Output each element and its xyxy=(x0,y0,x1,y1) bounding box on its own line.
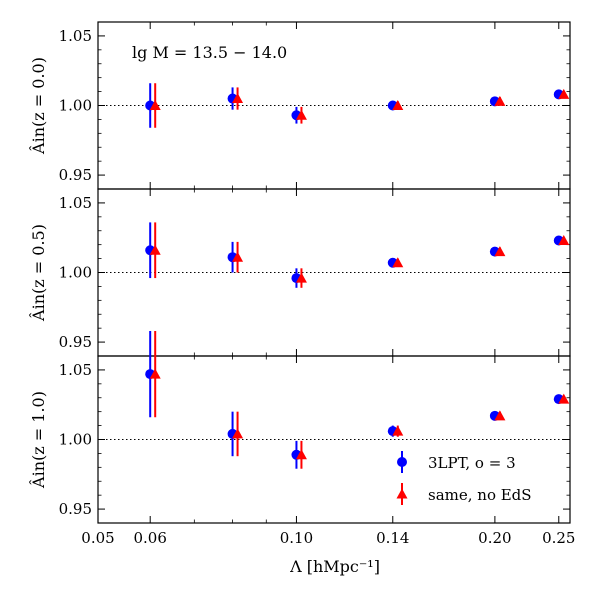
data-point-no-eds xyxy=(232,251,244,262)
y-tick-label: 0.95 xyxy=(59,166,92,184)
data-point-no-eds xyxy=(494,410,506,421)
y-tick-label: 1.00 xyxy=(59,264,92,282)
x-tick-label: 0.06 xyxy=(133,529,166,547)
legend-label-3lpt: 3LPT, o = 3 xyxy=(428,454,516,472)
y-tick-label: 1.00 xyxy=(59,97,92,115)
data-point-no-eds xyxy=(392,100,404,110)
panel-2: 0.95 1.00 1.05 Âin(z = 1.0) xyxy=(28,330,571,524)
data-point-no-eds xyxy=(149,100,161,110)
data-point-no-eds xyxy=(295,109,307,120)
panel-0: 0.95 1.00 1.05 Âin(z = 0.0) xyxy=(28,21,571,190)
data-point-no-eds xyxy=(558,88,570,99)
data-point-no-eds xyxy=(295,272,307,283)
panels: 0.95 1.00 1.05 Âin(z = 0.0) 0.95 1.00 1.05 Âin(… xyxy=(28,21,575,547)
data-point-no-eds xyxy=(558,234,570,245)
legend-marker-3lpt xyxy=(397,451,407,473)
y-tick-label: 0.95 xyxy=(59,333,92,351)
panel-1: 0.95 1.00 1.05 Âin(z = 0.5) xyxy=(28,188,571,357)
y-tick-label: 1.05 xyxy=(59,194,92,212)
y-tick-label: 0.95 xyxy=(59,500,92,518)
y-axis-label-0: Âin(z = 0.0) xyxy=(28,57,48,155)
data-point-no-eds xyxy=(232,93,244,104)
legend-label-no-eds: same, no EdS xyxy=(428,486,532,504)
data-point-no-eds xyxy=(232,428,244,439)
y-tick-label: 1.00 xyxy=(59,431,92,449)
x-tick-label: 0.10 xyxy=(280,529,313,547)
data-point-no-eds xyxy=(558,393,570,404)
x-tick-label: 0.14 xyxy=(376,529,409,547)
data-point-no-eds xyxy=(149,368,161,379)
data-point-no-eds xyxy=(392,257,404,268)
data-point-no-eds xyxy=(392,425,404,436)
y-tick-label: 1.05 xyxy=(59,361,92,379)
legend-marker-no-eds xyxy=(396,483,408,505)
data-point-no-eds xyxy=(295,449,307,460)
y-tick-label: 1.05 xyxy=(59,27,92,45)
x-tick-label: 0.05 xyxy=(81,529,114,547)
data-point-no-eds xyxy=(494,246,506,257)
x-axis-label: Λ [hMpc⁻¹] xyxy=(289,557,380,576)
data-point-no-eds xyxy=(149,244,161,255)
y-axis-label-2: Âin(z = 1.0) xyxy=(28,391,48,489)
legend: 3LPT, o = 3 same, no EdS xyxy=(396,451,532,505)
x-tick-label: 0.25 xyxy=(542,529,575,547)
data-point-no-eds xyxy=(494,95,506,106)
y-axis-label-1: Âin(z = 0.5) xyxy=(28,224,48,322)
mass-bin-annotation: lg M = 13.5 − 14.0 xyxy=(132,43,287,62)
x-tick-label: 0.20 xyxy=(478,529,511,547)
